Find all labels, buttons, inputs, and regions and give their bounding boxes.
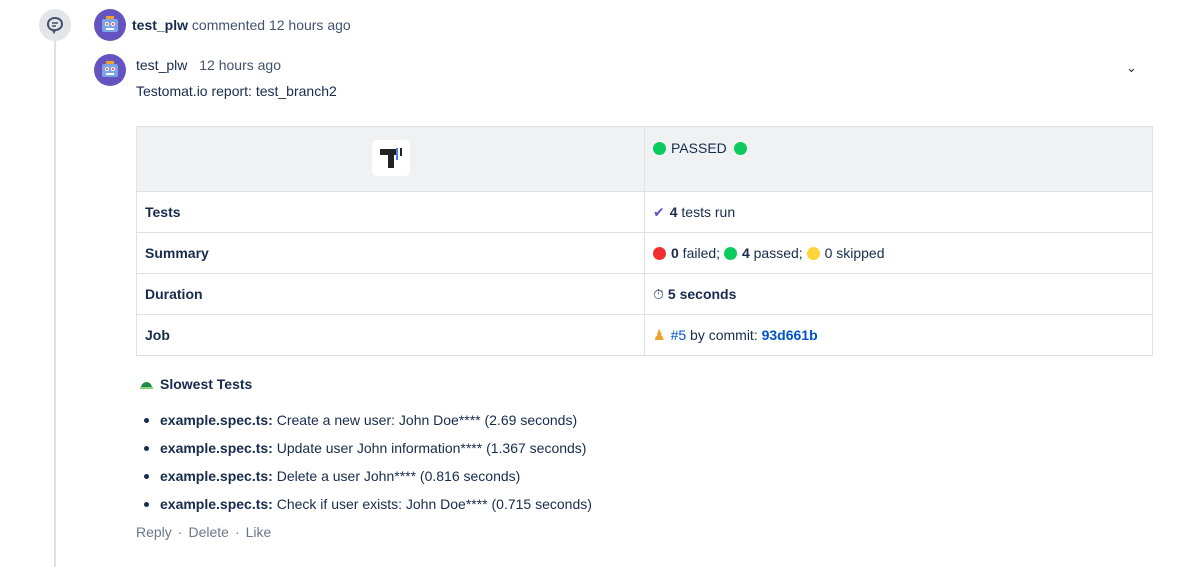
separator: · xyxy=(234,524,240,540)
slowest-tests-list: example.spec.ts: Create a new user: John… xyxy=(144,412,592,524)
like-button[interactable]: Like xyxy=(245,524,272,540)
passed-text: passed; xyxy=(749,245,807,261)
passed-count: 4 xyxy=(741,245,750,261)
duration-value: 5 seconds xyxy=(667,285,737,302)
list-item: example.spec.ts: Check if user exists: J… xyxy=(144,496,592,524)
table-row: Summary 0 failed; 4 passed; 0 skipped xyxy=(136,232,1153,274)
robot-icon xyxy=(102,61,118,77)
activity-time: 12 hours ago xyxy=(268,17,351,33)
testomat-logo-icon xyxy=(371,139,410,176)
comment-title: Testomat.io report: test_branch2 xyxy=(136,83,337,99)
row-label: Summary xyxy=(136,232,645,274)
green-dot-icon xyxy=(733,142,747,155)
list-item: example.spec.ts: Delete a user John**** … xyxy=(144,468,592,496)
table-row: Job ♟ #5 by commit: 93d661b xyxy=(136,314,1153,356)
chevron-down-icon[interactable]: ⌄ xyxy=(1126,60,1137,75)
logo-cell xyxy=(136,126,645,192)
row-label: Tests xyxy=(136,191,645,233)
tests-text: tests run xyxy=(677,203,736,220)
slowest-title: Slowest Tests xyxy=(160,376,253,392)
construction-worker-icon: ♟ xyxy=(653,326,666,343)
tests-count: 4 xyxy=(669,203,678,220)
avatar[interactable] xyxy=(94,9,126,41)
skipped-text: 0 skipped xyxy=(824,245,885,261)
list-item: example.spec.ts: Update user John inform… xyxy=(144,440,592,468)
red-dot-icon xyxy=(653,247,666,260)
duration-cell: ⏱ 5 seconds xyxy=(644,273,1153,315)
job-cell: ♟ #5 by commit: 93d661b xyxy=(644,314,1153,356)
table-row: Tests ✔ 4 tests run xyxy=(136,191,1153,233)
activity-action: commented xyxy=(191,17,266,33)
comment-icon xyxy=(39,9,71,41)
activity-user[interactable]: test_plw xyxy=(132,17,189,33)
delete-button[interactable]: Delete xyxy=(188,524,229,540)
activity-header: test_plw commented 12 hours ago xyxy=(132,17,351,33)
failed-text: failed; xyxy=(678,245,724,261)
yellow-dot-icon xyxy=(806,247,820,260)
list-item: example.spec.ts: Create a new user: John… xyxy=(144,412,592,440)
comment-user[interactable]: test_plw xyxy=(136,57,188,73)
separator: · xyxy=(177,524,183,540)
report-table: PASSED Tests ✔ 4 tests run Summary 0 fail… xyxy=(136,126,1153,356)
slowest-tests-heading: Slowest Tests xyxy=(140,376,252,392)
tests-cell: ✔ 4 tests run xyxy=(644,191,1153,233)
reply-button[interactable]: Reply xyxy=(136,524,172,540)
row-label: Duration xyxy=(136,273,645,315)
turtle-icon xyxy=(140,381,153,389)
table-row: Duration ⏱ 5 seconds xyxy=(136,273,1153,315)
table-row: PASSED xyxy=(136,126,1153,192)
check-icon: ✔ xyxy=(653,203,665,220)
commit-link[interactable]: 93d661b xyxy=(761,326,818,343)
comment-avatar[interactable] xyxy=(94,54,126,86)
status-text: PASSED xyxy=(671,140,727,156)
row-label: Job xyxy=(136,314,645,356)
comment-actions: Reply · Delete · Like xyxy=(136,524,271,540)
failed-count: 0 xyxy=(671,245,679,261)
green-dot-icon xyxy=(653,142,666,155)
comment-time: 12 hours ago xyxy=(199,57,281,73)
summary-cell: 0 failed; 4 passed; 0 skipped xyxy=(644,232,1153,274)
comment-meta: test_plw 12 hours ago xyxy=(136,57,281,73)
green-dot-icon xyxy=(723,247,737,260)
stopwatch-icon: ⏱ xyxy=(653,285,664,302)
timeline-line xyxy=(54,40,56,567)
job-link[interactable]: #5 xyxy=(670,326,687,343)
robot-icon xyxy=(102,16,118,32)
status-cell: PASSED xyxy=(644,126,1153,192)
job-by-text: by commit: xyxy=(686,326,762,343)
